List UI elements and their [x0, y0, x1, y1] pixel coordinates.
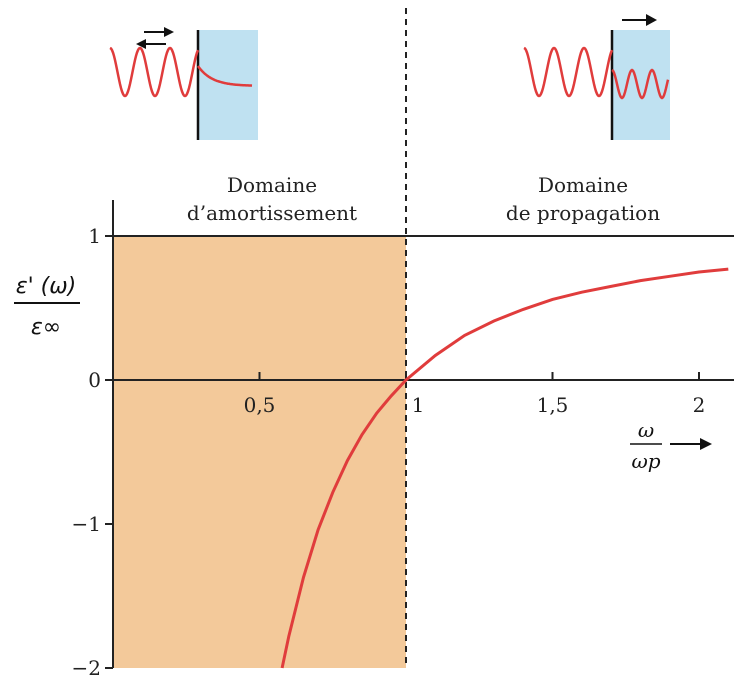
region-label-damping-line1: Domaine [227, 173, 317, 197]
x-tick-label: 0,5 [244, 393, 276, 417]
inset-right-transmitted-wave [611, 68, 670, 100]
inset-right-wave [523, 46, 614, 98]
inset-reflection [109, 27, 258, 140]
right-arrow-icon [622, 14, 657, 26]
x-tick-label: 1,5 [537, 393, 569, 417]
region-label-damping-line2: d’amortissement [187, 201, 357, 225]
y-tick-label: −1 [72, 512, 101, 536]
xlabel-arrow-icon [670, 438, 712, 450]
inset-left-evanescent-wave [196, 65, 253, 87]
region-label-propagation-line2: de propagation [506, 201, 660, 225]
ylabel-numerator: ε' (ω) [16, 274, 77, 299]
permittivity-curve [280, 267, 729, 669]
y-tick-label: −2 [72, 656, 101, 677]
x-tick-label: 1 [412, 393, 425, 417]
xlabel-denominator: ωp [631, 449, 660, 473]
ylabel-denominator: ε∞ [31, 315, 61, 340]
double-arrow-icon [136, 27, 174, 49]
inset-right-medium [612, 30, 670, 140]
x-tick-label: 2 [693, 393, 706, 417]
region-label-propagation-line1: Domaine [538, 173, 628, 197]
xlabel-numerator: ω [638, 418, 654, 442]
inset-propagation [523, 14, 670, 140]
y-tick-label: 1 [88, 224, 101, 248]
y-tick-label: 0 [88, 368, 101, 392]
damping-region [113, 236, 406, 668]
inset-left-wave [109, 46, 200, 98]
